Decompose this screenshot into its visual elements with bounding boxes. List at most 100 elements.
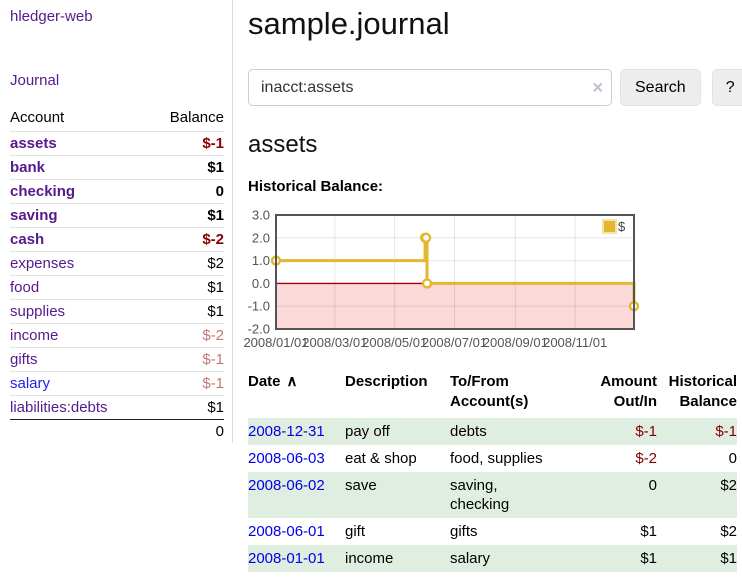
transaction-date-cell: 2008-12-31	[248, 418, 345, 445]
register-row[interactable]: 2008-06-01 gift gifts $1 $2	[248, 518, 737, 545]
account-balance: $-1	[147, 371, 224, 396]
account-row: food $1	[10, 275, 224, 300]
y-tick-label: -2.0	[248, 322, 270, 337]
search-bar: × Search ?	[248, 69, 742, 106]
account-name-cell: salary	[10, 371, 148, 396]
account-row: saving $1	[10, 203, 224, 228]
account-link[interactable]: assets	[10, 135, 57, 152]
sidebar-item-journal[interactable]: Journal	[10, 72, 60, 89]
account-row: supplies $1	[10, 299, 224, 324]
help-button[interactable]: ?	[711, 69, 742, 106]
historical-balance-chart: $3.0 2.0 1.0 0.0 -1.0 -2.02008/01/012008/03/0…	[243, 208, 640, 350]
account-name-cell: gifts	[10, 347, 148, 372]
account-link[interactable]: gifts	[10, 351, 38, 368]
account-balance: $-1	[147, 347, 224, 372]
x-tick-label: 2008/11/01	[543, 335, 607, 350]
transaction-description: eat & shop	[345, 450, 417, 467]
account-row: bank $1	[10, 155, 224, 180]
register-header-row: Date ∧ Description To/From Account(s) Amo…	[248, 370, 737, 418]
account-name-cell: assets	[10, 131, 148, 156]
transaction-date-cell: 2008-06-02	[248, 472, 345, 518]
account-link[interactable]: liabilities:debts	[10, 399, 108, 416]
register-row[interactable]: 2008-12-31 pay off debts $-1 $-1	[248, 418, 737, 445]
y-tick-label: 1.0	[252, 253, 270, 268]
account-name-cell: food	[10, 275, 148, 300]
account-row: income $-2	[10, 323, 224, 348]
account-name-cell: expenses	[10, 251, 148, 276]
account-link[interactable]: saving	[10, 207, 58, 224]
y-tick-label: -1.0	[248, 299, 270, 314]
page-title: sample.journal	[248, 6, 450, 41]
account-balance: $-2	[147, 227, 224, 252]
account-link[interactable]: food	[10, 279, 40, 296]
sidebar: hledger-web Journal Account Balance asse…	[0, 0, 233, 443]
accounts-header-account: Account	[10, 109, 65, 126]
register-header-date[interactable]: Date ∧	[248, 370, 345, 418]
register-row[interactable]: 2008-06-02 save saving, checking 0 $2	[248, 472, 737, 518]
chart-title: Historical Balance:	[248, 178, 384, 195]
x-tick-label: 2008/07/01	[422, 335, 487, 350]
account-row: assets $-1	[10, 131, 224, 156]
transaction-date-link[interactable]: 2008-06-01	[248, 523, 325, 540]
account-balance: $1	[147, 155, 224, 180]
account-balance: $1	[147, 275, 224, 300]
search-input[interactable]	[248, 69, 612, 106]
account-balance: $1	[147, 203, 224, 228]
x-tick-label: 2008/09/01	[483, 335, 548, 350]
account-balance: $2	[147, 251, 224, 276]
transaction-description: pay off	[345, 423, 390, 440]
account-link[interactable]: expenses	[10, 255, 75, 272]
account-name-cell: bank	[10, 155, 148, 180]
account-name-cell: checking	[10, 179, 148, 204]
account-link[interactable]: bank	[10, 159, 46, 176]
transaction-accounts: salary	[450, 545, 582, 572]
register-row[interactable]: 2008-06-03 eat & shop food, supplies $-2 0	[248, 445, 737, 472]
transaction-date-cell: 2008-01-01	[248, 545, 345, 572]
x-tick-label: 2008/05/01	[362, 335, 427, 350]
account-row: gifts $-1	[10, 347, 224, 372]
accounts-total-row: 0	[10, 419, 224, 443]
transaction-date-link[interactable]: 2008-12-31	[248, 423, 325, 440]
date-header-label: Date	[248, 373, 281, 390]
transaction-date-link[interactable]: 2008-06-03	[248, 450, 325, 467]
x-tick-label: 2008/01/01	[243, 335, 308, 350]
transaction-accounts-line: food, supplies	[450, 450, 543, 467]
account-balance: $1	[147, 299, 224, 324]
transaction-amount: $1	[640, 523, 657, 540]
transaction-accounts: food, supplies	[450, 445, 582, 472]
legend-swatch	[602, 219, 617, 234]
search-button[interactable]: Search	[620, 69, 701, 106]
accounts-table: Account Balance assets $-1 bank $1 checking 0…	[10, 106, 224, 443]
account-row: expenses $2	[10, 251, 224, 276]
transaction-date-link[interactable]: 2008-01-01	[248, 550, 325, 567]
accounts-total-spacer	[10, 419, 148, 443]
transaction-accounts-line: checking	[450, 496, 510, 513]
clear-search-icon[interactable]: ×	[592, 76, 603, 97]
account-link[interactable]: supplies	[10, 303, 66, 320]
transaction-balance: $1	[720, 550, 737, 567]
account-link[interactable]: salary	[10, 375, 51, 392]
register-table-body: 2008-12-31 pay off debts $-1 $-1 2008-06-03 ea…	[248, 418, 737, 572]
account-link[interactable]: income	[10, 327, 59, 344]
transaction-accounts: saving, checking	[450, 472, 582, 518]
transaction-date-cell: 2008-06-01	[248, 518, 345, 545]
negative-region	[276, 283, 634, 329]
register-header-balance: Historical Balance	[668, 373, 737, 410]
transaction-accounts-line: debts	[450, 423, 487, 440]
account-name-cell: income	[10, 323, 148, 348]
main-content: sample.journal × Search ? assets Histori…	[233, 0, 742, 572]
register-header-accounts: To/From Account(s)	[450, 373, 529, 410]
account-row: salary $-1	[10, 371, 224, 396]
account-row: checking 0	[10, 179, 224, 204]
account-link[interactable]: checking	[10, 183, 76, 200]
transaction-date-link[interactable]: 2008-06-02	[248, 477, 325, 494]
account-name-cell: saving	[10, 203, 148, 228]
app-title-link[interactable]: hledger-web	[10, 8, 93, 25]
account-balance: $-1	[147, 131, 224, 156]
register-row[interactable]: 2008-01-01 income salary $1 $1	[248, 545, 737, 572]
transaction-description: save	[345, 477, 377, 494]
account-link[interactable]: cash	[10, 231, 45, 248]
accounts-table-body: assets $-1 bank $1 checking 0 saving $1 cash $-2 e…	[10, 131, 224, 420]
transaction-amount: $-2	[635, 450, 657, 467]
